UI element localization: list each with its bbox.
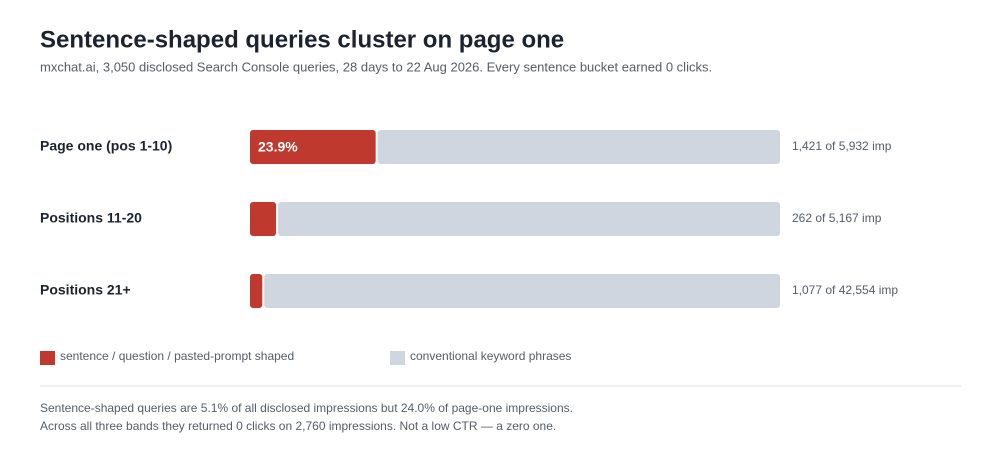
category-label: Positions 21+	[40, 282, 131, 298]
legend-swatch	[40, 351, 55, 365]
footnote: Across all three bands they returned 0 c…	[40, 419, 556, 433]
legend-label: sentence / question / pasted-prompt shap…	[60, 349, 294, 363]
bar-segment	[250, 202, 277, 236]
bar-segment	[264, 274, 780, 308]
chart-subtitle: mxchat.ai, 3,050 disclosed Search Consol…	[40, 59, 712, 74]
bar-annotation: 1,077 of 42,554 imp	[792, 283, 898, 297]
footnote: Sentence-shaped queries are 5.1% of all …	[40, 401, 573, 415]
bar-segment	[250, 274, 263, 308]
legend-label: conventional keyword phrases	[410, 349, 571, 363]
bar-annotation: 262 of 5,167 imp	[792, 211, 882, 225]
bar-segment	[377, 130, 780, 164]
bar-annotation: 1,421 of 5,932 imp	[792, 139, 892, 153]
value-label: 23.9%	[258, 139, 298, 155]
category-label: Page one (pos 1-10)	[40, 138, 172, 154]
legend-swatch	[390, 351, 405, 365]
chart-title: Sentence-shaped queries cluster on page …	[40, 26, 564, 53]
bar-segment	[278, 202, 780, 236]
category-label: Positions 11-20	[40, 210, 142, 226]
bar-segment	[250, 130, 376, 164]
